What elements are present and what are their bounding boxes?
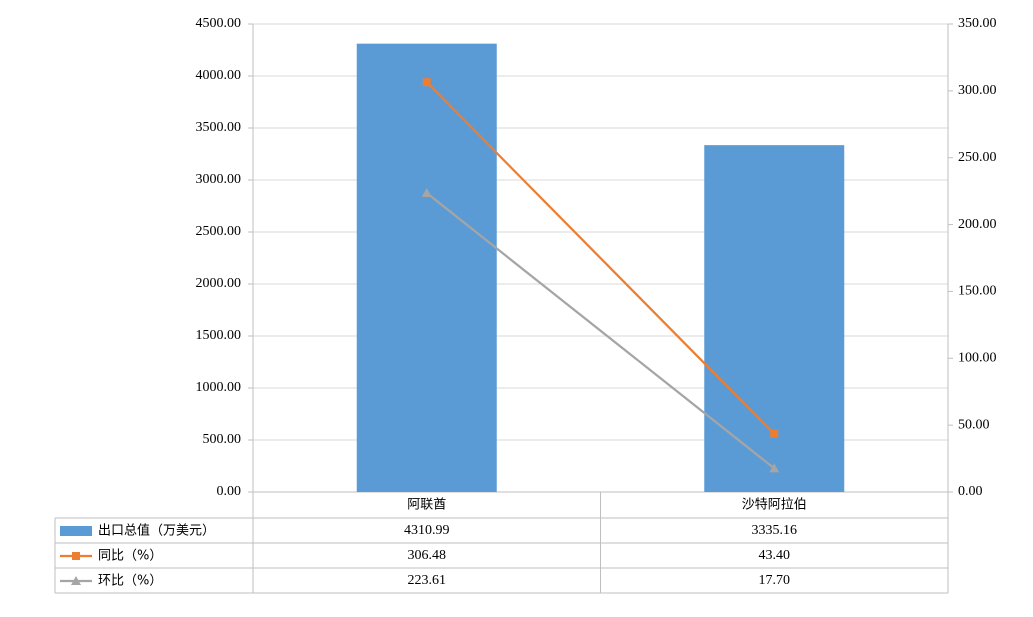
y-tick-label: 2500.00	[196, 224, 242, 239]
x-tick-label: 沙特阿拉伯	[742, 498, 807, 513]
y-tick-label: 3500.00	[196, 120, 242, 135]
marker	[770, 429, 779, 438]
y2-tick-label: 250.00	[958, 150, 997, 165]
y-tick-label: 4500.00	[196, 16, 242, 31]
marker	[421, 188, 432, 198]
legend-label: 同比（%）	[98, 549, 162, 564]
bar	[704, 145, 845, 492]
table-value: 223.61	[408, 573, 447, 588]
table-value: 3335.16	[752, 523, 798, 538]
y-tick-label: 1500.00	[196, 328, 242, 343]
y-tick-label: 2000.00	[196, 276, 242, 291]
y-tick-label: 3000.00	[196, 172, 242, 187]
y-tick-label: 0.00	[217, 484, 242, 499]
legend-swatch	[60, 526, 92, 536]
marker	[422, 78, 431, 87]
x-tick-label: 阿联酋	[407, 497, 446, 513]
legend-label: 环比（%）	[98, 574, 162, 589]
table-value: 306.48	[408, 548, 447, 563]
y-tick-label: 4000.00	[196, 68, 242, 83]
line	[426, 192, 775, 470]
y-tick-label: 1000.00	[196, 380, 242, 395]
y2-tick-label: 0.00	[958, 484, 983, 499]
y2-tick-label: 150.00	[958, 284, 997, 299]
table-value: 17.70	[759, 573, 791, 588]
y2-tick-label: 50.00	[958, 417, 990, 432]
legend-label: 出口总值（万美元）	[98, 523, 215, 539]
y2-tick-label: 200.00	[958, 217, 997, 232]
table-value: 43.40	[759, 548, 791, 563]
marker	[769, 463, 780, 473]
y2-tick-label: 300.00	[958, 83, 997, 98]
legend-marker	[71, 576, 81, 585]
y2-tick-label: 350.00	[958, 16, 997, 31]
table-value: 4310.99	[404, 523, 450, 538]
legend-marker	[72, 552, 80, 560]
y-tick-label: 500.00	[203, 432, 242, 447]
y2-tick-label: 100.00	[958, 351, 997, 366]
bar	[356, 43, 497, 492]
line	[425, 81, 776, 435]
